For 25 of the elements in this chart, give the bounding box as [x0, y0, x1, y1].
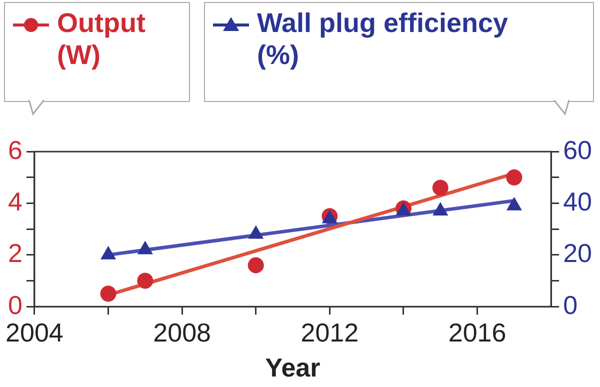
legend-label: Output (W) [57, 7, 146, 71]
y2-tick-label: 40 [563, 186, 592, 216]
point [432, 180, 448, 196]
y2-tick-label: 0 [563, 290, 578, 320]
y-tick-label: 2 [8, 238, 22, 268]
x-axis-title: Year [265, 352, 320, 383]
y-tick-label: 4 [8, 186, 22, 216]
point [137, 272, 154, 289]
point [432, 202, 448, 216]
point [506, 169, 522, 186]
point [248, 225, 264, 239]
x-tick-label: 2016 [448, 317, 506, 348]
x-tick-label: 2012 [300, 317, 359, 348]
point [100, 246, 116, 260]
y2-tick-label: 60 [563, 134, 592, 165]
point [506, 196, 522, 210]
y-tick-label: 0 [8, 290, 22, 320]
legend-label: Wall plug efficiency (%) [257, 7, 510, 71]
point [100, 286, 116, 302]
point [248, 257, 264, 274]
x-tick-label: 2008 [153, 317, 211, 348]
y2-tick-label: 20 [563, 238, 592, 268]
x-tick-label: 2004 [6, 317, 64, 348]
y-tick-label: 6 [8, 134, 22, 165]
point [137, 240, 153, 254]
